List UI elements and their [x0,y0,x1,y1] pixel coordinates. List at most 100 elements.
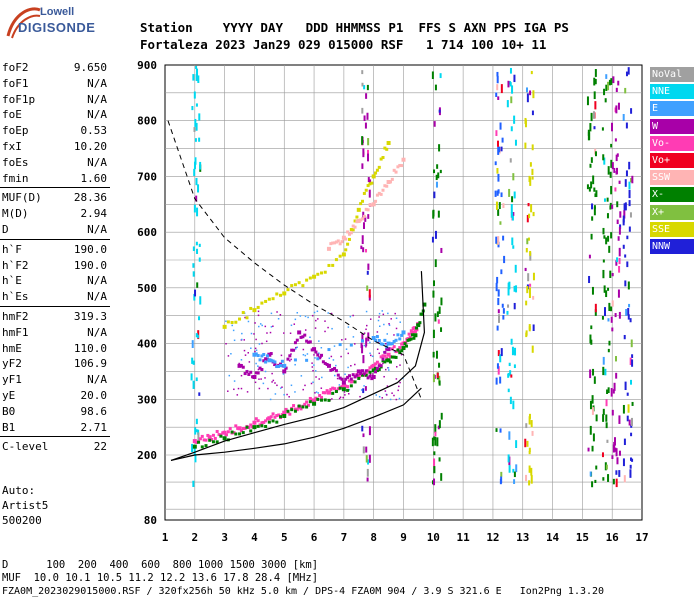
noise-point [611,409,614,416]
param-value: 106.9 [73,357,107,371]
noise-point [290,384,293,387]
data-point [371,202,376,207]
noise-point [367,177,370,183]
noise-point [623,203,626,211]
data-point [237,363,242,368]
noise-point [388,369,390,371]
noise-point [606,389,609,395]
data-point [264,357,268,361]
noise-point [590,181,593,189]
noise-point [343,391,346,393]
noise-point [528,326,531,330]
noise-point [604,462,607,471]
noise-point [383,375,385,378]
noise-point [348,388,351,391]
noise-point [507,304,510,308]
noise-point [198,243,201,247]
noise-point [434,259,437,268]
noise-point [195,195,198,202]
data-point [249,370,253,374]
noise-point [615,470,618,475]
data-point [374,366,378,370]
data-point [388,355,392,359]
noise-point [438,306,441,314]
data-point [381,359,385,363]
data-point [301,284,305,288]
noise-point [295,348,297,350]
data-point [383,146,387,150]
noise-point [613,382,616,391]
noise-point [361,425,364,432]
data-point [254,371,258,375]
noise-point [501,137,504,143]
data-point [331,386,335,390]
noise-point [193,168,196,176]
noise-point [614,138,617,142]
noise-point [257,368,260,371]
noise-point [631,458,634,462]
noise-point [531,345,534,353]
data-point [364,369,368,373]
noise-point [378,352,381,355]
data-point [256,424,260,428]
noise-point [496,84,499,91]
noise-point [198,392,201,396]
noise-point [509,158,512,163]
noise-point [594,78,597,85]
noise-point [259,323,262,325]
data-point [341,235,346,240]
data-point [308,340,312,344]
noise-point [361,235,364,245]
data-point [356,219,361,223]
data-point [374,338,378,342]
y-tick-label: 500 [137,282,157,295]
data-point [386,352,391,357]
noise-point [243,339,245,341]
noise-point [617,102,620,110]
noise-point [603,307,606,317]
noise-point [280,354,283,357]
noise-point [527,273,530,282]
data-point [279,415,283,419]
data-point [403,342,407,346]
noise-point [438,380,441,386]
data-point [333,241,337,245]
data-point [415,328,419,332]
data-point [297,330,302,335]
param-name: h`F [2,242,22,256]
data-point [297,404,301,408]
noise-point [389,398,392,401]
param-value: 10.20 [73,140,107,153]
data-point [273,415,277,419]
data-point [334,369,338,373]
noise-point [526,286,529,294]
y-tick-label: 600 [137,226,157,239]
noise-point [386,394,388,396]
noise-point [344,373,346,375]
noise-point [257,310,260,313]
noise-point [344,338,347,340]
noise-point [366,477,369,482]
noise-point [304,384,306,387]
noise-point [365,310,368,313]
data-point [375,360,379,364]
data-point [226,430,230,434]
noise-point [378,312,381,315]
data-point [390,355,394,359]
noise-point [439,73,442,79]
noise-point [525,423,528,429]
data-point [290,348,294,352]
noise-point [432,374,435,383]
data-point [267,420,271,424]
param-name: yF2 [2,357,22,371]
legend-item: Vo- [650,135,694,151]
data-point [374,171,378,175]
noise-point [194,427,197,435]
param-name: MUF(D) [2,191,42,205]
data-point [195,440,199,444]
data-point [200,434,204,438]
data-point [306,403,310,407]
noise-point [386,333,388,335]
noise-point [378,316,380,318]
noise-point [299,315,302,317]
